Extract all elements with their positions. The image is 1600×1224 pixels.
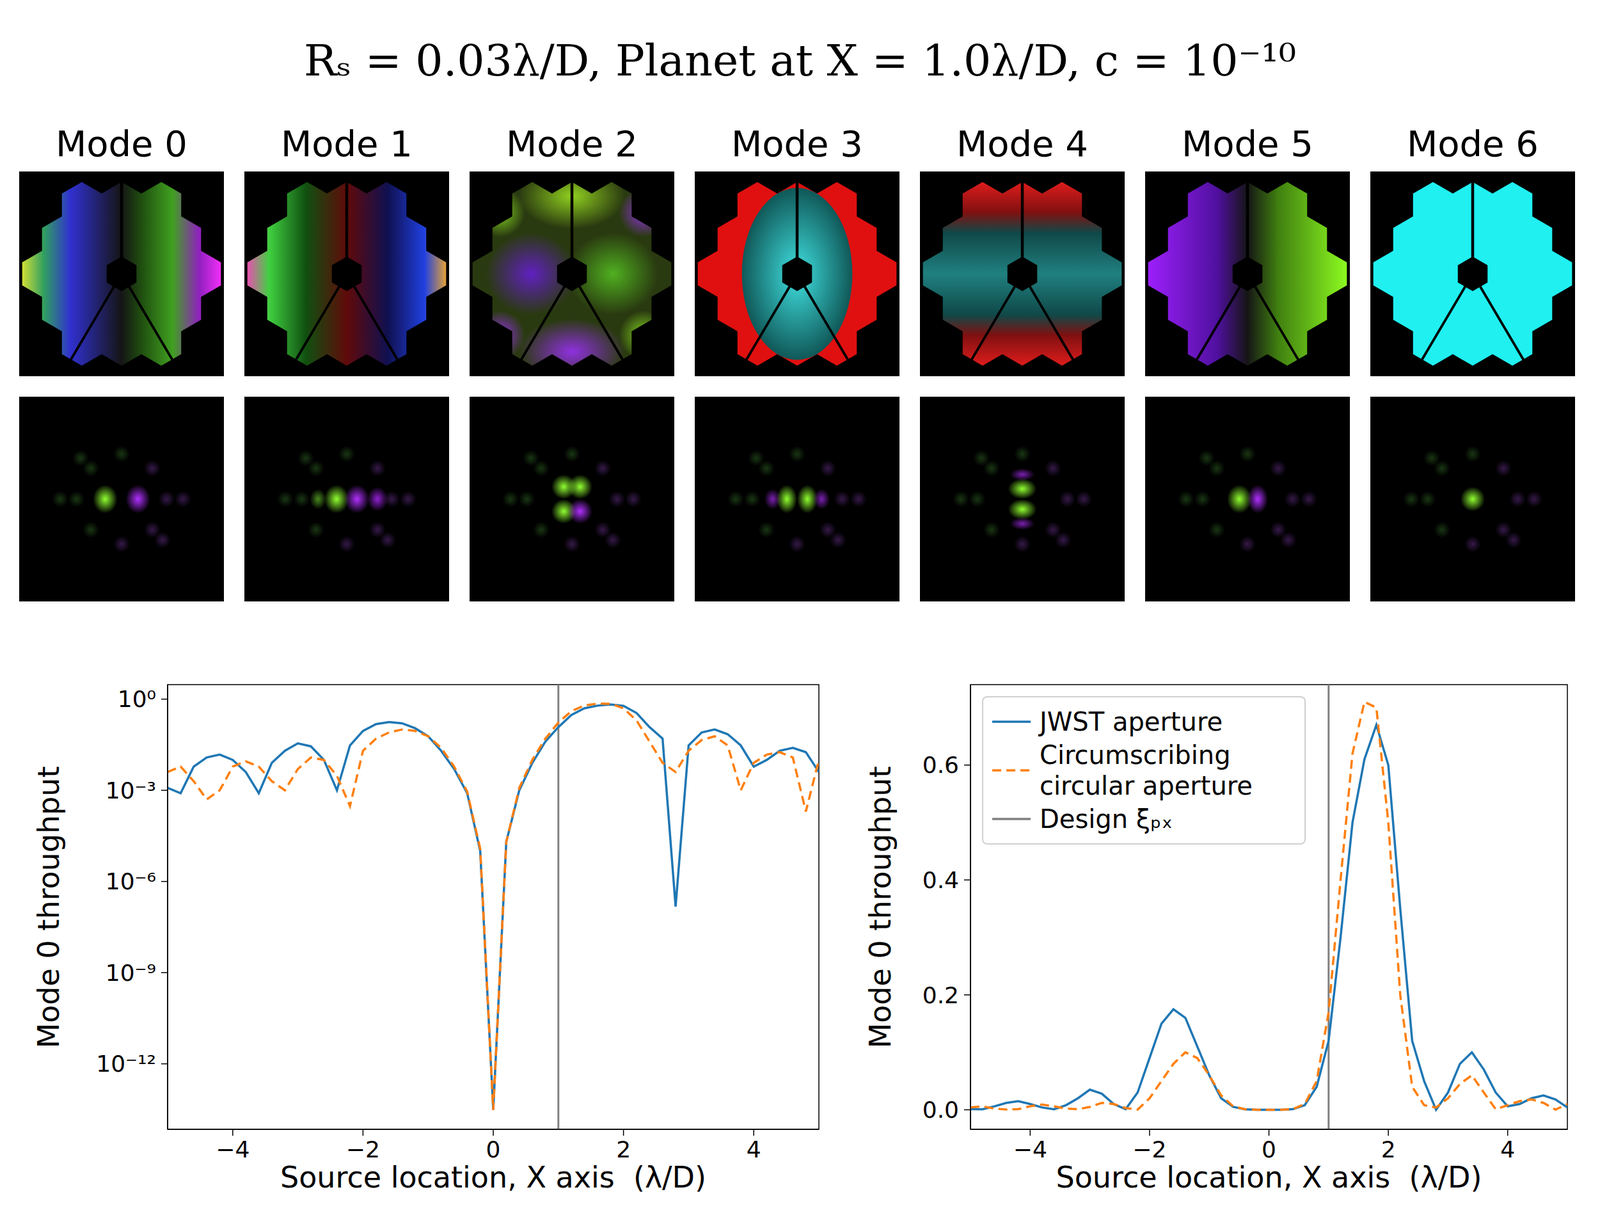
html-text:Rₛ = 0.03λ/D, Planet at X = 1.: Rₛ = 0.03λ/D, Planet at X = 1.0λ/D, c = … [303,35,1297,86]
html-text:JWST aperture: JWST aperture [1039,706,1223,737]
svg-text:−2: −2 [346,1136,381,1163]
svg-text:10⁻¹²: 10⁻¹² [95,1050,157,1077]
html-text:Mode 0 throughput: Mode 0 throughput [31,765,66,1048]
svg-text:−4: −4 [1013,1136,1048,1163]
svg-text:10⁻⁶: 10⁻⁶ [105,868,157,895]
html-text:Mode 5: Mode 5 [1181,122,1314,165]
svg-text:2: 2 [1381,1136,1396,1163]
html-text:Mode 0: Mode 0 [55,122,188,165]
svg-text:−2: −2 [1132,1136,1167,1163]
svg-text:10⁻⁹: 10⁻⁹ [105,959,157,986]
svg-text:0.0: 0.0 [922,1096,959,1123]
svg-text:2: 2 [616,1136,631,1163]
html-text:Source location, X axis (λ/D): Source location, X axis (λ/D) [1055,1159,1482,1195]
html-text:Mode 0 throughput: Mode 0 throughput [863,765,898,1048]
html-text:Source location, X axis (λ/D): Source location, X axis (λ/D) [280,1159,707,1195]
svg-text:0.4: 0.4 [922,866,959,894]
html-text:Circumscribing circular apertu: Circumscribing circular aperture [1039,740,1253,801]
svg-text:0.6: 0.6 [922,751,959,778]
html-text:Mode 2: Mode 2 [506,122,638,165]
svg-text:0: 0 [1261,1136,1277,1163]
html-text:Mode 4: Mode 4 [956,122,1089,165]
svg-text:4: 4 [1500,1136,1515,1163]
svg-text:4: 4 [746,1136,762,1163]
html-text:Mode 1: Mode 1 [280,122,413,165]
svg-text:10⁻³: 10⁻³ [105,777,157,804]
svg-text:0: 0 [486,1136,501,1163]
svg-text:10⁰: 10⁰ [117,685,157,713]
svg-text:0.2: 0.2 [922,982,959,1009]
html-text:Design ξₚₓ: Design ξₚₓ [1039,804,1173,834]
svg-text:−4: −4 [215,1136,250,1163]
html-text:Mode 3: Mode 3 [731,122,864,165]
html-text:Mode 6: Mode 6 [1406,122,1539,165]
